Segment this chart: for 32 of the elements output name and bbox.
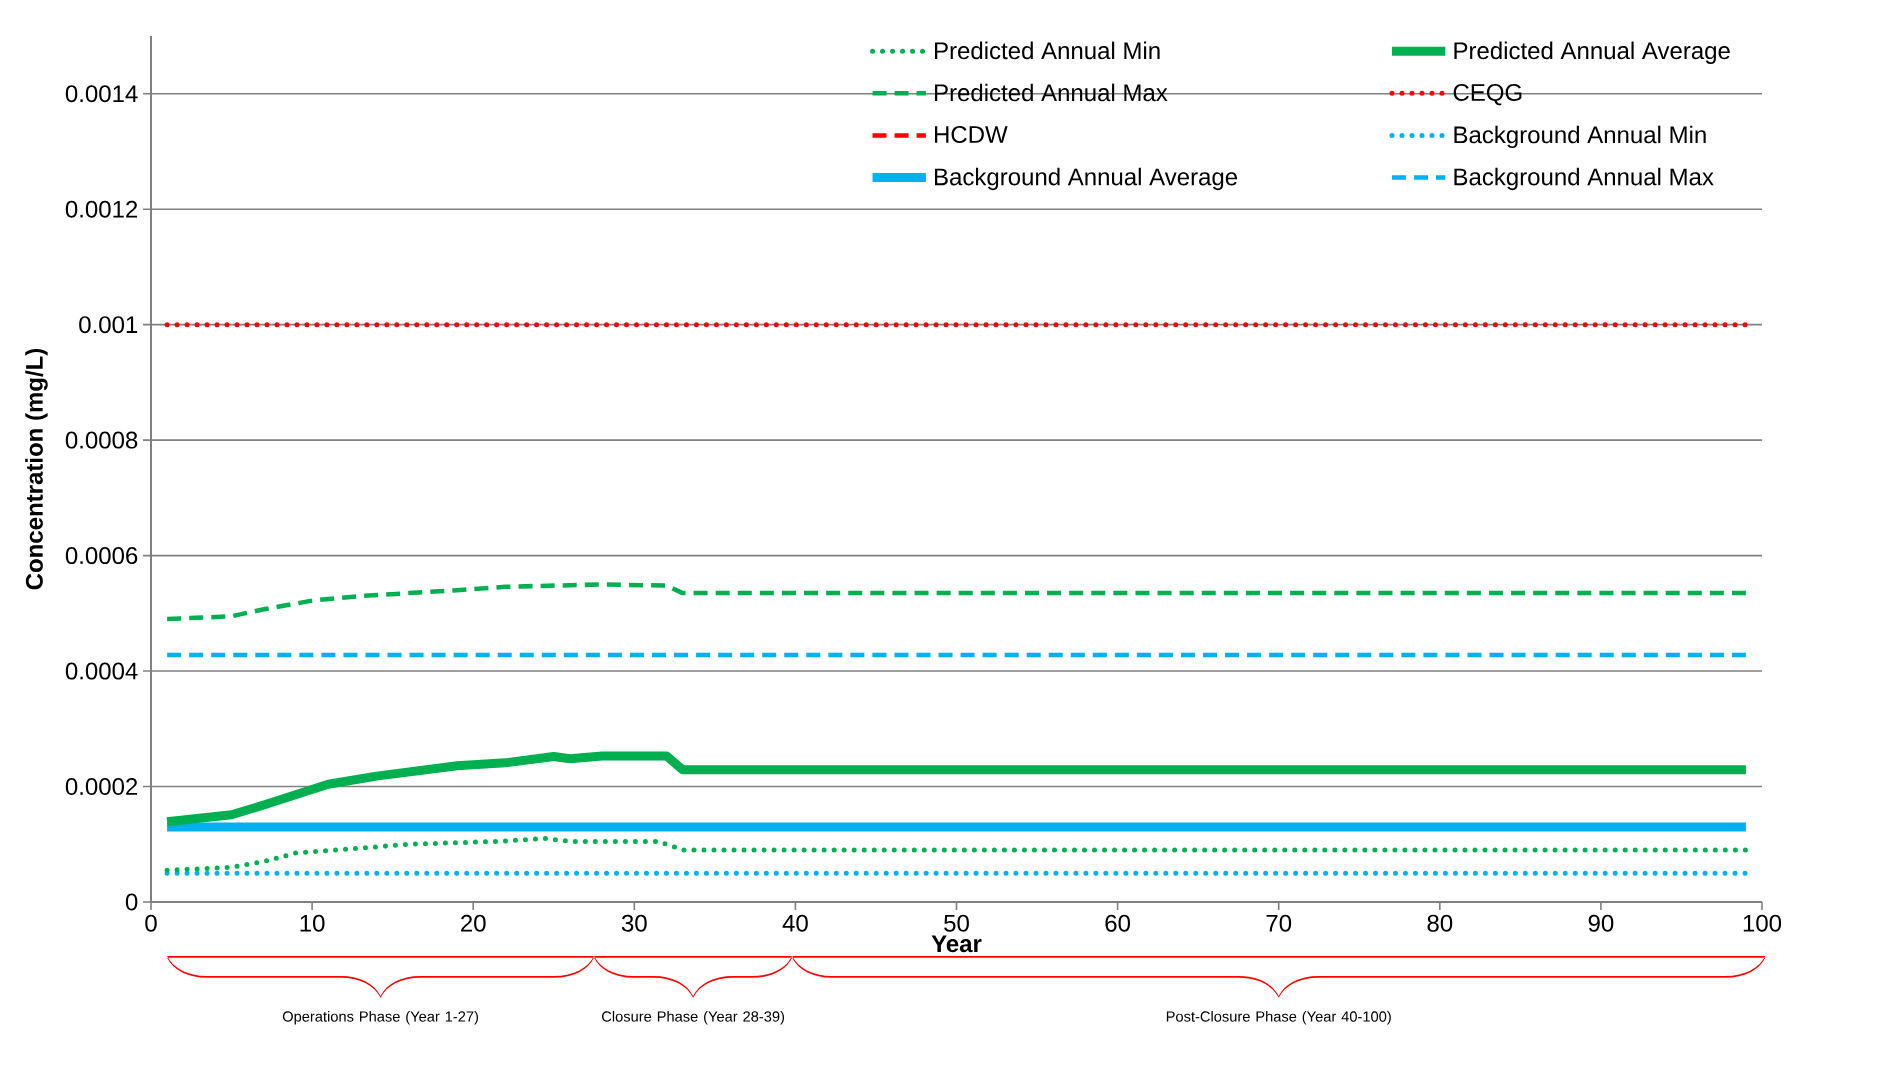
y-tick-label: 0.0004 [65, 662, 138, 680]
x-tick-label: 10 [300, 914, 325, 932]
x-tick-label: 100 [1743, 914, 1782, 932]
x-tick-label: 20 [461, 914, 486, 932]
y-tick-label: 0.0014 [65, 85, 138, 103]
legend-label: Background Annual Max [1454, 167, 1714, 191]
x-tick-label: 0 [145, 914, 157, 932]
y-tick-label: 0.0006 [65, 547, 138, 565]
x-tick-label: 60 [1105, 914, 1131, 932]
text: Closure Phase (Year 28-39) [602, 1010, 785, 1025]
legend-label: CEQG [1453, 83, 1522, 106]
legend-label: Predicted Annual Min [935, 41, 1160, 60]
y-tick-label: 0.0002 [65, 778, 138, 796]
x-tick-label: 50 [944, 914, 969, 932]
y-tick-label: 0.0012 [65, 200, 138, 218]
x-tick-label: 30 [621, 914, 647, 932]
x-tick-label: 90 [1588, 914, 1614, 932]
legend-label: Predicted Annual Max [935, 83, 1168, 102]
legend-label: Predicted Annual Average [1454, 41, 1730, 64]
legend-label: Background Annual Min [1454, 125, 1706, 149]
text: Operations Phase (Year 1-27) [282, 1010, 479, 1025]
x-axis-title: Year [931, 935, 982, 953]
x-tick-label: 80 [1427, 914, 1453, 932]
y-axis-title: Concentration (mg/L) [25, 348, 48, 590]
x-tick-label: 40 [782, 914, 808, 932]
y-tick-label: 0 [125, 893, 138, 911]
legend-label: HCDW [935, 126, 1008, 144]
y-tick-label: 0.0008 [65, 431, 138, 449]
x-tick-label: 70 [1266, 914, 1292, 932]
legend-label: Background Annual Average [935, 167, 1238, 191]
text: Post-Closure Phase (Year 40-100) [1166, 1010, 1391, 1025]
y-tick-label: 0.001 [79, 316, 138, 334]
